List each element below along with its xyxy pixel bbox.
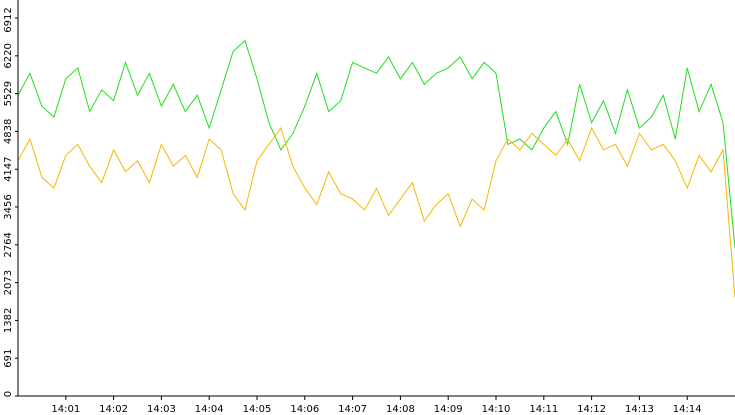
y-tick-label: 6220 [3,43,14,68]
x-tick-label: 14:11 [529,404,558,415]
y-tick-label: 2073 [3,270,14,295]
x-tick-label: 14:04 [195,404,224,415]
x-tick-label: 14:09 [434,404,463,415]
y-tick-label: 3456 [3,194,14,219]
y-tick-label: 4838 [3,119,14,144]
x-tick-label: 14:08 [386,404,415,415]
x-tick-label: 14:03 [147,404,176,415]
y-tick-label: 6912 [3,7,14,32]
x-tick-label: 14:07 [338,404,367,415]
series-line [17,126,735,298]
x-tick-label: 14:02 [99,404,128,415]
x-tick-label: 14:01 [51,404,80,415]
x-tick-label: 14:05 [243,404,272,415]
y-tick-label: 4147 [3,156,14,181]
x-tick-label: 14:10 [482,404,511,415]
y-tick-label: 1382 [3,308,14,333]
series-line [17,39,735,249]
y-tick-label: 2764 [3,232,14,257]
x-tick-label: 14:13 [625,404,654,415]
x-tick-label: 14:14 [673,404,702,415]
x-tick-label: 14:12 [577,404,606,415]
x-tick-label: 14:06 [290,404,319,415]
y-tick-label: 0 [3,391,14,397]
y-tick-label: 691 [3,349,14,368]
y-tick-label: 5529 [3,81,14,106]
